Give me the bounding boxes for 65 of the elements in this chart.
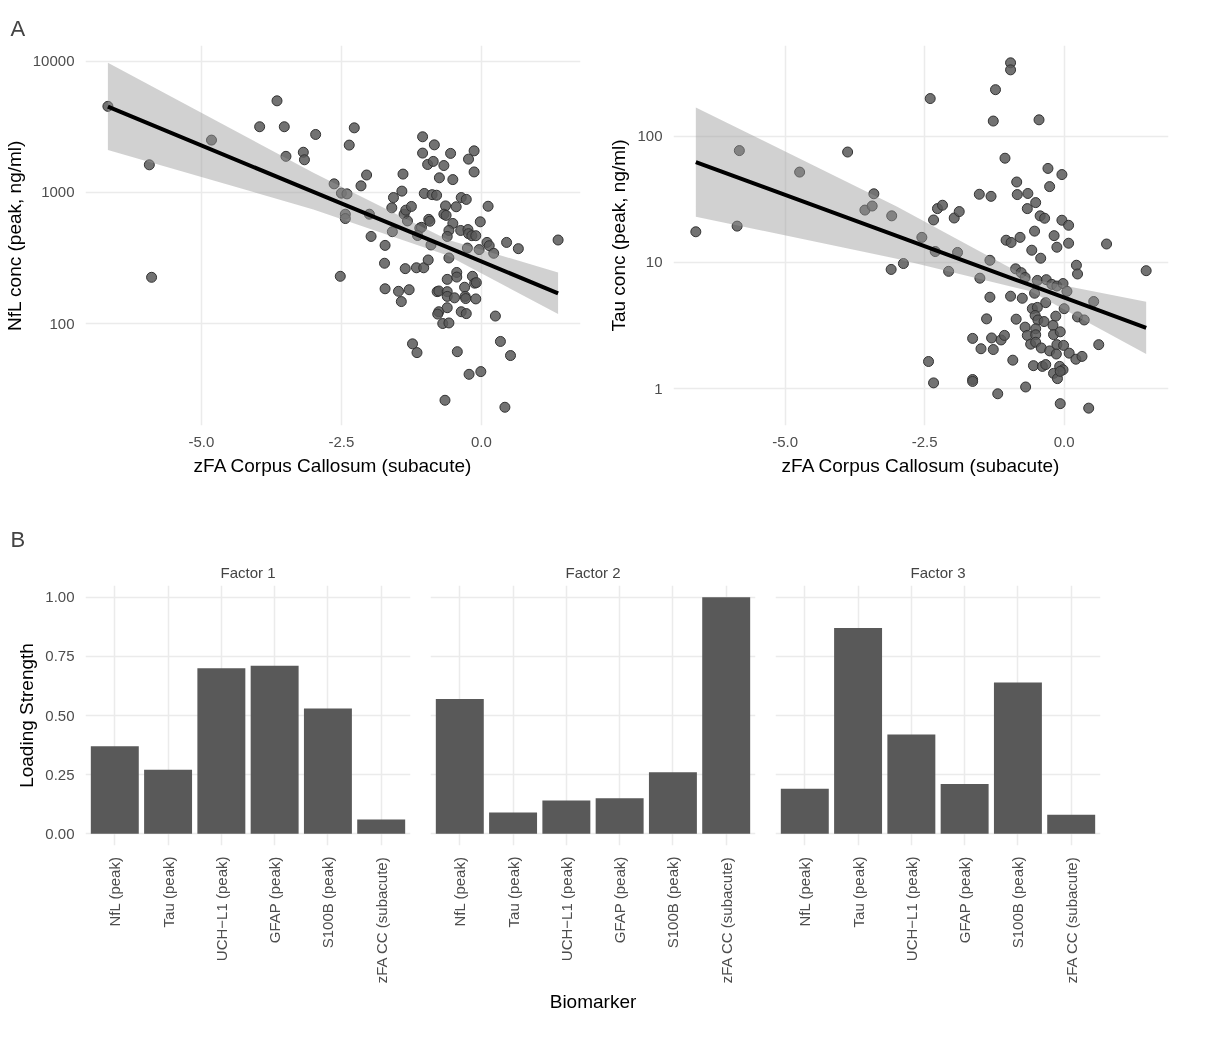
y-tick-label: 10000 [32, 52, 75, 70]
y-tick-label: 100 [49, 314, 75, 332]
y-axis-title: Tau conc (peak, ng/ml) [608, 139, 630, 332]
x-tick-label: NfL (peak) [796, 857, 814, 927]
chart-title: Factor 3 [910, 563, 966, 581]
x-tick-label: UCH−L1 (peak) [557, 856, 575, 962]
x-tick-label: -2.5 [328, 432, 355, 450]
bar [144, 769, 193, 834]
x-tick-label: UCH−L1 (peak) [902, 856, 920, 962]
x-tick-label: Tau (peak) [504, 856, 522, 928]
bar [993, 682, 1042, 834]
bar [887, 734, 936, 834]
y-tick-label: 1000 [41, 183, 75, 201]
bar [542, 800, 591, 834]
x-tick-label: Tau (peak) [849, 856, 867, 928]
bar [303, 708, 352, 834]
x-tick-label: S100B (peak) [319, 856, 337, 949]
x-tick-label: GFAP (peak) [611, 856, 629, 944]
x-tick-label: S100B (peak) [1009, 856, 1027, 949]
y-tick-label: 1 [654, 379, 663, 397]
y-tick-label: 0.50 [45, 706, 75, 724]
x-axis-title: Biomarker [549, 991, 637, 1013]
bar [595, 798, 644, 834]
bar [648, 772, 697, 834]
bar [1047, 814, 1096, 834]
x-tick-label: -5.0 [188, 432, 215, 450]
x-tick-label: NfL (peak) [106, 857, 124, 927]
x-tick-label: 0.0 [1053, 432, 1075, 450]
y-tick-label: 0.25 [45, 765, 75, 783]
bar [357, 819, 406, 834]
x-tick-label: zFA CC (subacute) [1062, 857, 1080, 984]
x-tick-label: Tau (peak) [159, 856, 177, 928]
x-tick-label: NfL (peak) [451, 857, 469, 927]
y-tick-label: 0.75 [45, 647, 75, 665]
bar [702, 597, 751, 834]
y-axis-title: Loading Strength [16, 643, 38, 788]
y-axis-title: NfL conc (peak, ng/ml) [3, 140, 25, 332]
x-axis-title: zFA Corpus Callosum (subacute) [781, 454, 1060, 476]
chart-title: Factor 2 [565, 563, 621, 581]
bar [834, 628, 883, 834]
bar [197, 668, 246, 834]
line-series [693, 160, 1149, 330]
x-tick-label: zFA CC (subacute) [372, 857, 390, 984]
x-tick-label: -2.5 [911, 432, 938, 450]
text: B [10, 526, 26, 552]
x-tick-label: S100B (peak) [664, 856, 682, 949]
bar [250, 665, 299, 834]
y-tick-label: 10 [645, 253, 663, 271]
text: A [10, 15, 26, 41]
x-tick-label: GFAP (peak) [956, 856, 974, 944]
x-axis-title: zFA Corpus Callosum (subacute) [193, 454, 472, 476]
x-tick-label: zFA CC (subacute) [717, 857, 735, 984]
bar [780, 788, 829, 834]
bar [435, 698, 484, 834]
x-tick-label: 0.0 [470, 432, 492, 450]
chart-title: Factor 1 [220, 563, 276, 581]
x-tick-label: GFAP (peak) [266, 856, 284, 944]
x-tick-label: -5.0 [772, 432, 799, 450]
y-tick-label: 100 [637, 127, 663, 145]
bar [940, 784, 989, 834]
y-tick-label: 1.00 [45, 588, 75, 606]
y-tick-label: 0.00 [45, 824, 75, 842]
bar [90, 746, 139, 834]
bar [489, 812, 538, 834]
x-tick-label: UCH−L1 (peak) [212, 856, 230, 962]
